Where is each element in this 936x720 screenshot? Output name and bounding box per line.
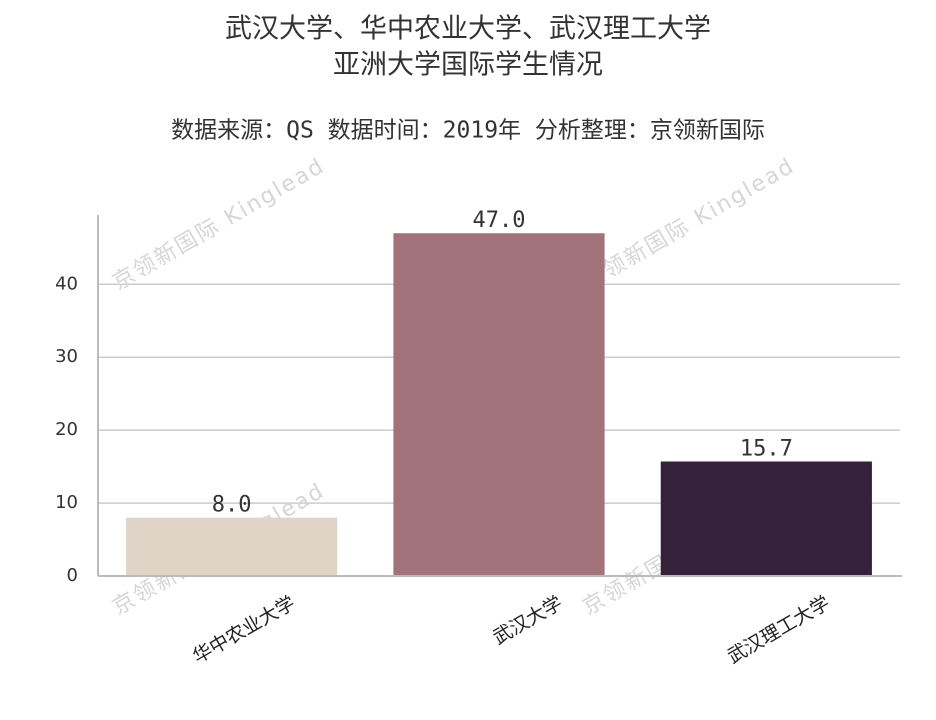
x-tick-label: 华中农业大学	[189, 592, 299, 668]
y-tick-label: 40	[55, 273, 78, 294]
watermark: 京领新国际 Kinglead	[109, 153, 330, 295]
chart-title: 武汉大学、华中农业大学、武汉理工大学	[225, 14, 711, 45]
y-tick-label: 20	[55, 419, 78, 440]
y-tick-label: 30	[55, 346, 78, 367]
y-tick-label: 0	[67, 565, 78, 586]
chart-title: 亚洲大学国际学生情况	[333, 50, 603, 81]
value-label: 8.0	[212, 493, 252, 518]
x-tick-label: 武汉理工大学	[724, 592, 834, 668]
bar	[393, 233, 605, 576]
value-label: 15.7	[740, 437, 793, 462]
bar	[126, 517, 338, 576]
chart-subtitle: 数据来源：QS 数据时间：2019年 分析整理：京领新国际	[171, 118, 765, 144]
x-tick-label: 武汉大学	[489, 592, 566, 649]
bar	[660, 461, 872, 576]
y-tick-label: 10	[55, 492, 78, 513]
watermark: 京领新国际 Kinglead	[579, 153, 800, 295]
value-label: 47.0	[473, 208, 526, 233]
